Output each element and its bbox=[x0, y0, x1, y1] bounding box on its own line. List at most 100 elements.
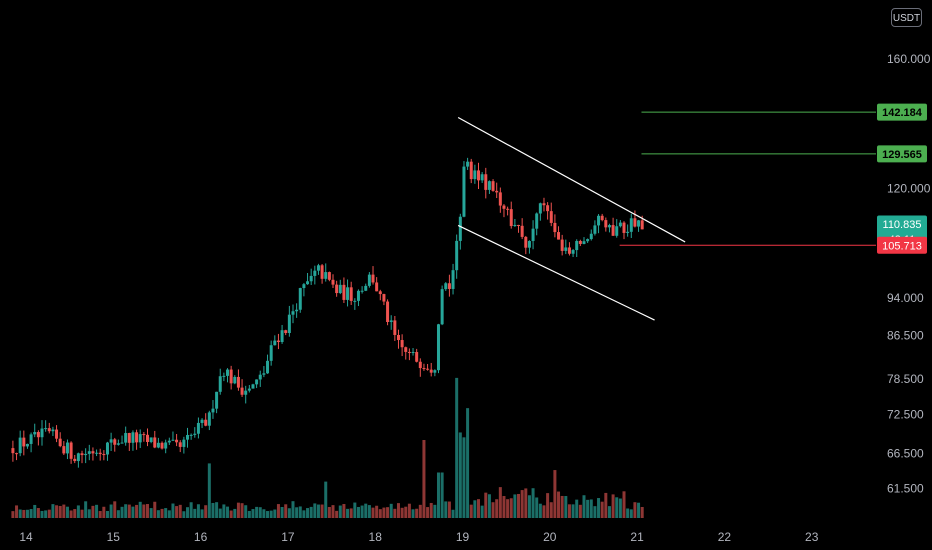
candle-body bbox=[451, 270, 455, 289]
candle-body bbox=[622, 222, 626, 233]
price-axis[interactable]: 160.000 120.000 94.000 86.500 78.500 72.500 66… bbox=[887, 52, 931, 495]
candle-body bbox=[502, 205, 506, 209]
volume-bar bbox=[455, 377, 459, 518]
candle-body bbox=[247, 388, 251, 391]
candle-body bbox=[65, 442, 69, 454]
volume-bar bbox=[182, 511, 186, 518]
volume-bar bbox=[320, 504, 324, 518]
volume-bar bbox=[524, 488, 528, 518]
volume-bar bbox=[578, 504, 582, 518]
candle-body bbox=[538, 203, 542, 214]
volume-bar bbox=[149, 508, 153, 518]
candle-body bbox=[160, 442, 164, 449]
candle-body bbox=[367, 274, 371, 286]
candle-body bbox=[466, 161, 470, 167]
volume-bar bbox=[251, 509, 255, 518]
candle-body bbox=[633, 218, 637, 227]
candle-body bbox=[105, 442, 109, 455]
volume-bar bbox=[87, 509, 91, 518]
currency-badge[interactable]: USDT bbox=[891, 8, 922, 27]
volume-bar bbox=[266, 511, 270, 518]
candle-body bbox=[546, 205, 550, 212]
candle-body bbox=[462, 166, 466, 217]
candle-body bbox=[495, 190, 499, 193]
candle-body bbox=[473, 170, 477, 180]
candle-body bbox=[535, 213, 539, 229]
volume-bar bbox=[204, 505, 208, 518]
x-tick-label: 23 bbox=[805, 530, 819, 544]
candle-body bbox=[455, 240, 459, 271]
volume-bar bbox=[484, 492, 488, 518]
candle-body bbox=[389, 320, 393, 322]
candle-body bbox=[84, 453, 88, 456]
volume-bar bbox=[47, 509, 51, 518]
candle-body bbox=[266, 360, 270, 374]
volume-bar bbox=[324, 481, 328, 518]
candle-body bbox=[626, 231, 630, 233]
candle-body bbox=[222, 375, 226, 377]
channel-line bbox=[457, 116, 686, 243]
volume-bar bbox=[309, 506, 313, 518]
candle-body bbox=[484, 174, 488, 190]
candle-body bbox=[564, 247, 568, 251]
candle-body bbox=[404, 347, 408, 352]
candle-body bbox=[426, 368, 430, 370]
volume-bar bbox=[189, 502, 193, 518]
candle-body bbox=[22, 437, 26, 447]
candle-body bbox=[215, 391, 219, 409]
y-tick-label: 66.500 bbox=[887, 446, 924, 460]
candle-body bbox=[327, 272, 331, 280]
price-tag-label: 105.713 bbox=[882, 240, 922, 252]
y-tick-label: 86.500 bbox=[887, 328, 924, 342]
volume-bar bbox=[22, 509, 26, 518]
candle-body bbox=[55, 429, 59, 439]
candle-body bbox=[382, 294, 386, 302]
time-axis[interactable]: 14 15 16 17 18 19 20 21 22 23 bbox=[19, 530, 818, 544]
volume-bar bbox=[331, 505, 335, 518]
price-tag-label: 142.184 bbox=[882, 107, 923, 119]
candle-body bbox=[477, 170, 481, 181]
volume-bar bbox=[502, 496, 506, 518]
candle-body bbox=[36, 432, 40, 438]
candle-body bbox=[513, 224, 517, 227]
volume-bar bbox=[58, 505, 62, 518]
volume-bar bbox=[378, 509, 382, 518]
candle-body bbox=[557, 232, 561, 240]
y-tick-label: 72.500 bbox=[887, 408, 924, 422]
volume-bar bbox=[215, 502, 219, 518]
candle-body bbox=[418, 361, 422, 369]
candle-body bbox=[607, 225, 611, 228]
candle-body bbox=[291, 311, 295, 315]
candle-body bbox=[560, 239, 564, 251]
candle-body bbox=[429, 369, 433, 373]
volume-bar bbox=[633, 502, 637, 518]
candle-body bbox=[542, 203, 546, 206]
volume-bar bbox=[84, 501, 88, 518]
trend-drawings[interactable] bbox=[457, 111, 876, 321]
candle-body bbox=[487, 181, 491, 190]
volume-bar bbox=[247, 510, 251, 518]
volume-bar bbox=[124, 504, 128, 518]
volume-bar bbox=[615, 497, 619, 518]
volume-bar bbox=[145, 504, 149, 518]
volume-bar bbox=[589, 499, 593, 518]
volume-bar bbox=[404, 506, 408, 518]
volume-bar bbox=[480, 505, 484, 518]
candle-body bbox=[629, 218, 633, 232]
candle-body bbox=[135, 432, 139, 443]
candle-body bbox=[593, 225, 597, 234]
candle-body bbox=[549, 211, 553, 223]
volume-bar bbox=[629, 509, 633, 518]
volume-bar bbox=[396, 503, 400, 518]
volume-bar bbox=[240, 503, 244, 518]
y-tick-label: 94.000 bbox=[887, 291, 924, 305]
candle-body bbox=[287, 314, 291, 333]
candle-body bbox=[171, 439, 175, 441]
candle-body bbox=[615, 226, 619, 236]
volume-bar bbox=[287, 508, 291, 518]
candle-body bbox=[469, 161, 473, 180]
volume-bar bbox=[346, 508, 350, 518]
volume-bar bbox=[15, 505, 19, 518]
